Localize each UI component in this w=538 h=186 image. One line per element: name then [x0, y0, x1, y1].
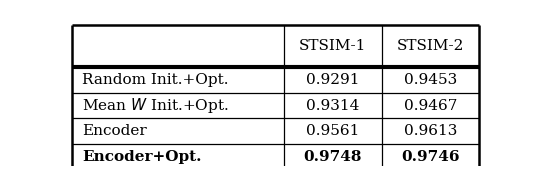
- Text: 0.9453: 0.9453: [404, 73, 457, 87]
- Text: 0.9746: 0.9746: [401, 150, 459, 164]
- Text: Mean $\mathit{W}$ Init.+Opt.: Mean $\mathit{W}$ Init.+Opt.: [82, 96, 229, 115]
- Text: Encoder: Encoder: [82, 124, 147, 138]
- Text: 0.9314: 0.9314: [306, 99, 359, 113]
- Text: Encoder+Opt.: Encoder+Opt.: [82, 150, 202, 164]
- Text: 0.9613: 0.9613: [404, 124, 457, 138]
- Text: 0.9467: 0.9467: [404, 99, 457, 113]
- Text: 0.9561: 0.9561: [306, 124, 359, 138]
- Text: STSIM-1: STSIM-1: [299, 39, 366, 53]
- Text: Random Init.+Opt.: Random Init.+Opt.: [82, 73, 229, 87]
- Text: STSIM-2: STSIM-2: [397, 39, 464, 53]
- Text: 0.9291: 0.9291: [306, 73, 359, 87]
- Text: 0.9748: 0.9748: [303, 150, 362, 164]
